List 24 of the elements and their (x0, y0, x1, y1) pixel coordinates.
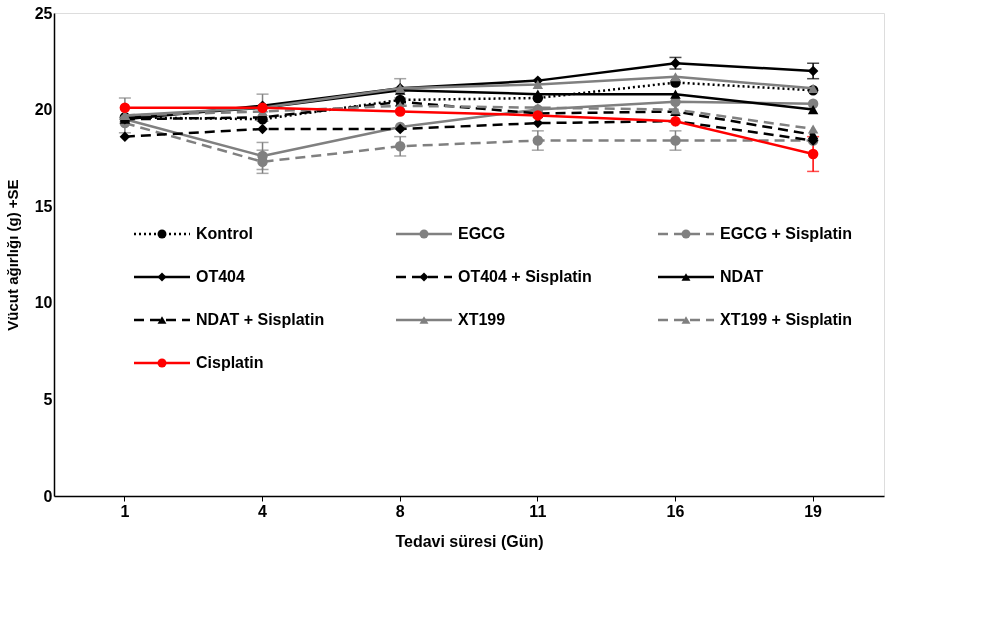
legend-label: XT199 (458, 311, 506, 328)
legend-label: EGCG + Sisplatin (720, 225, 853, 242)
y-tick-label: 25 (34, 4, 53, 22)
legend-label: NDAT + Sisplatin (196, 311, 325, 328)
y-tick-label: 5 (43, 390, 53, 408)
x-tick-label: 1 (120, 502, 130, 520)
legend-label: EGCG (458, 225, 506, 242)
y-tick-label: 15 (34, 197, 53, 215)
legend-label: Cisplatin (196, 354, 264, 371)
x-tick-label: 8 (395, 502, 405, 520)
y-tick-label: 10 (34, 294, 53, 312)
x-tick-label: 11 (529, 502, 547, 520)
y-axis-title: Vücut ağırlığı (g) +SE (3, 179, 21, 331)
legend-label: OT404 (196, 268, 246, 285)
x-tick-label: 4 (258, 502, 268, 520)
legend-label: XT199 + Sisplatin (720, 311, 853, 328)
x-tick-label: 19 (804, 502, 823, 520)
y-tick-label: 20 (34, 101, 53, 119)
x-axis-title: Tedavi süresi (Gün) (395, 532, 544, 550)
legend-label: OT404 + Sisplatin (458, 268, 592, 285)
y-tick-label: 0 (43, 487, 53, 505)
legend-label: NDAT (720, 268, 764, 285)
legend-label: Kontrol (196, 225, 253, 242)
x-tick-label: 16 (666, 502, 685, 520)
